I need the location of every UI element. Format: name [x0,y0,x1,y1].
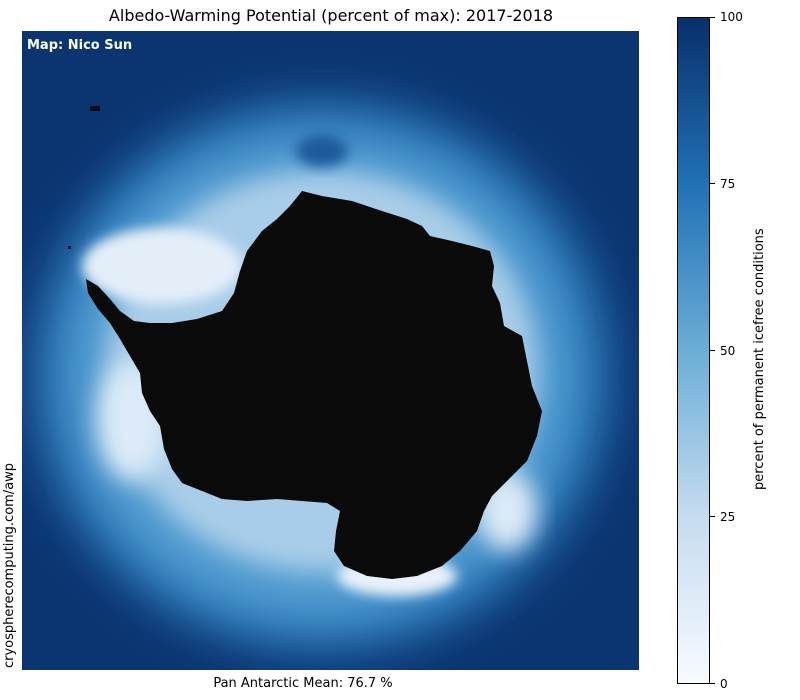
colorbar-tick-label-50: 50 [720,344,736,358]
colorbar-tick-label-25: 25 [720,510,736,524]
map-credit: Map: Nico Sun [27,38,133,53]
source-url: cryospherecomputing.com/awp [2,462,17,668]
colorbar-tick-100 [710,17,715,18]
colorbar-tick-label-100: 100 [720,10,743,24]
colorbar-tick-75 [710,183,715,184]
colorbar [677,17,710,684]
antarctica-landmass [86,191,542,579]
polynya-patch [296,135,348,167]
colorbar-tick-label-0: 0 [720,677,728,691]
weddell-ice [82,228,242,304]
pan-antarctic-mean: Pan Antarctic Mean: 76.7 % [213,676,393,691]
colorbar-tick-50 [710,350,715,351]
colorbar-tick-0 [710,683,715,684]
island [90,106,100,111]
colorbar-label: percent of permanent icefree conditions [752,228,767,490]
colorbar-tick-25 [710,516,715,517]
map-title: Albedo-Warming Potential (percent of max… [108,6,554,25]
colorbar-tick-label-75: 75 [720,177,736,191]
islet [68,246,71,249]
antarctic-map [22,31,639,670]
